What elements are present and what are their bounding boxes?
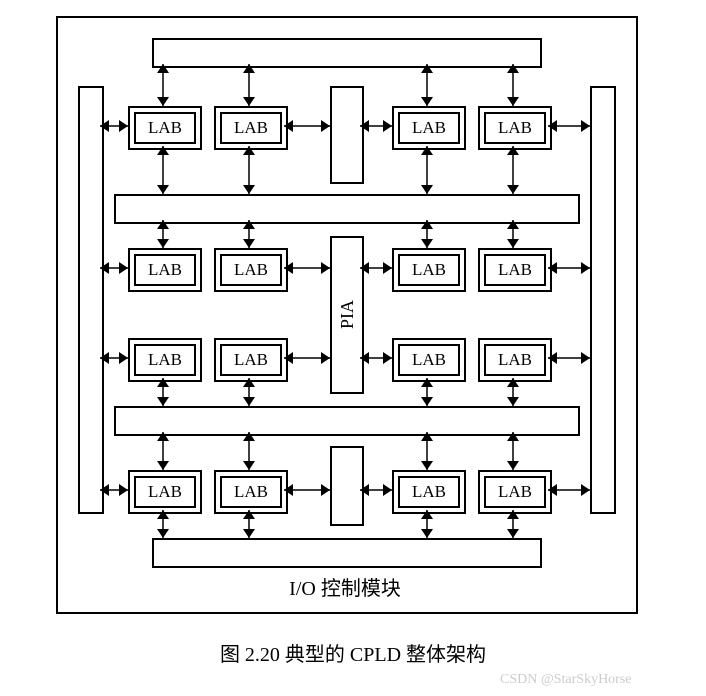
io-bar-left: [78, 86, 104, 514]
lab-label: LAB: [220, 476, 282, 508]
lab-label: LAB: [484, 254, 546, 286]
watermark: CSDN @StarSkyHorse: [500, 672, 632, 688]
lab-label: LAB: [398, 254, 460, 286]
lab-block: LAB: [392, 470, 466, 514]
lab-label: LAB: [398, 476, 460, 508]
pia-stub-bottom: [330, 446, 364, 526]
lab-label: LAB: [134, 112, 196, 144]
lab-block: LAB: [214, 338, 288, 382]
lab-block: LAB: [478, 106, 552, 150]
lab-label: LAB: [220, 344, 282, 376]
lab-label: LAB: [398, 112, 460, 144]
lab-block: LAB: [214, 470, 288, 514]
lab-block: LAB: [392, 338, 466, 382]
lab-label: LAB: [134, 344, 196, 376]
io-bar-bottom: [152, 538, 542, 568]
bus-bottom: [114, 406, 580, 436]
lab-block: LAB: [128, 248, 202, 292]
lab-label: LAB: [220, 254, 282, 286]
lab-label: LAB: [134, 476, 196, 508]
lab-label: LAB: [220, 112, 282, 144]
io-bar-top: [152, 38, 542, 68]
lab-block: LAB: [478, 338, 552, 382]
lab-block: LAB: [214, 248, 288, 292]
figure-caption: 图 2.20 典型的 CPLD 整体架构: [0, 638, 706, 667]
lab-block: LAB: [392, 248, 466, 292]
lab-label: LAB: [134, 254, 196, 286]
lab-label: LAB: [484, 344, 546, 376]
lab-block: LAB: [128, 338, 202, 382]
lab-block: LAB: [128, 470, 202, 514]
io-bar-right: [590, 86, 616, 514]
lab-block: LAB: [392, 106, 466, 150]
bus-top: [114, 194, 580, 224]
lab-label: LAB: [484, 476, 546, 508]
lab-block: LAB: [478, 470, 552, 514]
lab-label: LAB: [484, 112, 546, 144]
lab-block: LAB: [214, 106, 288, 150]
io-label: I/O 控制模块: [56, 572, 634, 601]
pia-stub-top: [330, 86, 364, 184]
lab-block: LAB: [478, 248, 552, 292]
lab-label: LAB: [398, 344, 460, 376]
pia-label: PIA: [337, 300, 358, 329]
pia-block: PIA: [330, 236, 364, 394]
lab-block: LAB: [128, 106, 202, 150]
